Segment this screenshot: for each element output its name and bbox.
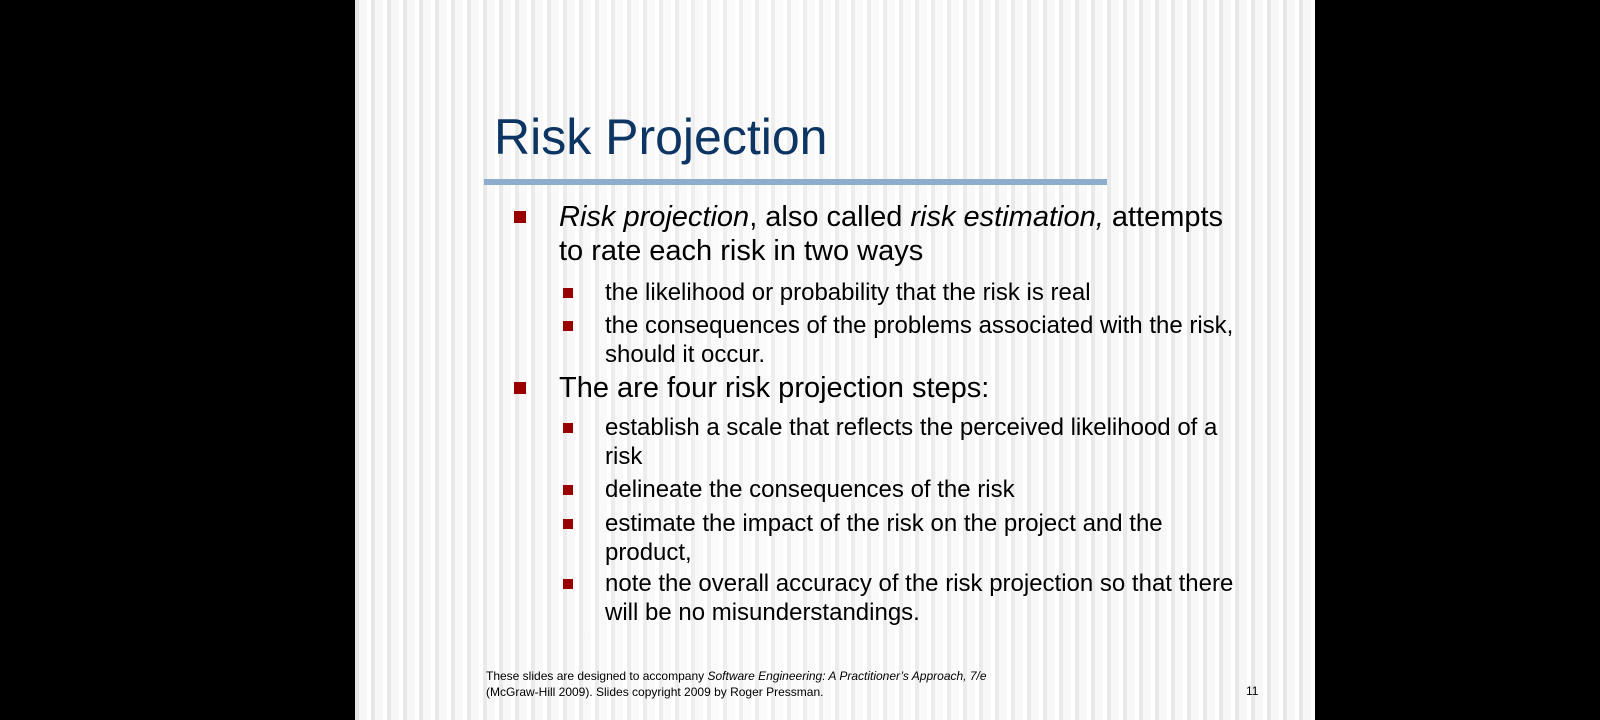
square-bullet-icon bbox=[563, 423, 573, 433]
slide: Risk Projection Risk projection, also ca… bbox=[355, 0, 1315, 720]
square-bullet-icon bbox=[563, 519, 573, 529]
footer-prefix: These slides are designed to accompany bbox=[486, 669, 708, 683]
sub-bullet-consequences: the consequences of the problems associa… bbox=[563, 311, 1245, 369]
sub-bullet-text: note the overall accuracy of the risk pr… bbox=[605, 570, 1234, 626]
square-bullet-icon bbox=[563, 321, 573, 331]
slide-title: Risk Projection bbox=[494, 109, 828, 165]
footer-line-2: (McGraw-Hill 2009). Slides copyright 200… bbox=[486, 685, 824, 699]
term-risk-projection: Risk projection bbox=[559, 201, 750, 233]
sub-bullet-estimate-impact: estimate the impact of the risk on the p… bbox=[563, 509, 1245, 567]
square-bullet-icon bbox=[563, 579, 573, 589]
square-bullet-icon bbox=[563, 485, 573, 495]
bullet-four-steps: The are four risk projection steps: bbox=[514, 371, 1249, 405]
sub-bullet-note-accuracy: note the overall accuracy of the risk pr… bbox=[563, 569, 1245, 627]
square-bullet-icon bbox=[514, 211, 526, 223]
footer-line-1: These slides are designed to accompany S… bbox=[486, 668, 1086, 684]
bullet-text: , also called bbox=[749, 201, 911, 233]
sub-bullet-likelihood: the likelihood or probability that the r… bbox=[563, 278, 1245, 307]
sub-bullet-text: establish a scale that reflects the perc… bbox=[605, 414, 1218, 470]
term-risk-estimation: risk estimation, bbox=[910, 201, 1104, 233]
square-bullet-icon bbox=[563, 288, 573, 298]
bullet-text: attempts to rate each risk in two ways bbox=[559, 201, 1224, 267]
bullet-text: The are four risk projection steps: bbox=[559, 372, 990, 404]
sub-bullet-text: the likelihood or probability that the r… bbox=[605, 279, 1091, 306]
page-number: 11 bbox=[1246, 684, 1259, 698]
square-bullet-icon bbox=[514, 382, 526, 394]
sub-bullet-text: the consequences of the problems associa… bbox=[605, 312, 1234, 368]
title-underline bbox=[484, 179, 1107, 185]
slide-footer: These slides are designed to accompany S… bbox=[486, 668, 1086, 700]
sub-bullet-text: estimate the impact of the risk on the p… bbox=[605, 510, 1163, 566]
sub-bullet-establish-scale: establish a scale that reflects the perc… bbox=[563, 413, 1245, 471]
slide-content: Risk projection, also called risk estima… bbox=[355, 0, 1315, 720]
sub-bullet-delineate: delineate the consequences of the risk bbox=[563, 475, 1245, 504]
bullet-risk-projection: Risk projection, also called risk estima… bbox=[514, 200, 1249, 268]
footer-book-title: Software Engineering: A Practitioner’s A… bbox=[707, 669, 987, 683]
sub-bullet-text: delineate the consequences of the risk bbox=[605, 476, 1015, 503]
